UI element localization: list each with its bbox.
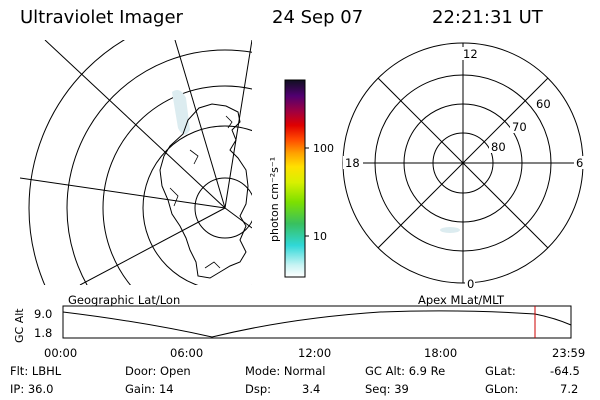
orbit-x-tick-0000: 00:00 — [44, 346, 77, 360]
polar-aurora — [440, 227, 460, 233]
door-info: Door: Open — [125, 364, 191, 378]
glon-value: 7.2 — [560, 382, 579, 396]
mlt-label-12: 12 — [463, 47, 478, 61]
mlt-label-0: 0 — [467, 277, 474, 291]
orbit-x-tick-0600: 06:00 — [170, 346, 203, 360]
gain-info: Gain: 14 — [125, 382, 174, 396]
colorbar-gradient — [284, 79, 306, 278]
colorbar-tick-label-10: 10 — [313, 230, 327, 243]
orbit-x-tick-1800: 18:00 — [424, 346, 457, 360]
mlt-label-6: 6 — [576, 156, 583, 170]
mlat-label-80: 80 — [491, 140, 506, 154]
mode-info: Mode: Normal — [245, 364, 326, 378]
image-time: 22:21:31 UT — [432, 7, 543, 28]
geo-meridian — [79, 207, 226, 285]
gc-alt-info: GC Alt: 6.9 Re — [365, 364, 446, 378]
geographic-map — [20, 40, 252, 285]
seq-info: Seq: 39 — [365, 382, 409, 396]
geo-lat-circle — [66, 49, 252, 285]
image-date: 24 Sep 07 — [272, 7, 364, 28]
polar-plot — [342, 42, 584, 284]
orbit-panel: Geographic Lat/Lon Apex MLat/MLT GC Alt … — [13, 293, 585, 360]
polar-spoke — [377, 77, 549, 249]
continent-detail — [169, 115, 233, 269]
geo-meridian — [44, 40, 226, 209]
mlt-label-18: 18 — [345, 156, 360, 170]
orbit-x-tick-2359: 23:59 — [552, 346, 585, 360]
glat-value: -64.5 — [550, 364, 580, 378]
glat-label: GLat: — [485, 364, 516, 378]
geo-meridian — [20, 177, 226, 209]
orbit-right-label: Apex MLat/MLT — [418, 293, 505, 307]
filter-info: Flt: LBHL — [10, 364, 62, 378]
orbit-plot-frame — [62, 305, 572, 339]
colorbar-unit-label: photon cm⁻²s⁻¹ — [268, 157, 281, 242]
orbit-y-tick-low: 1.8 — [34, 326, 52, 340]
mlat-label-60: 60 — [536, 97, 551, 111]
colorbar-tick-label-100: 100 — [313, 142, 334, 155]
dsp-label: Dsp: — [245, 382, 272, 396]
geo-meridian — [174, 40, 226, 209]
aurora-emission — [172, 90, 190, 135]
mlat-label-70: 70 — [512, 120, 527, 134]
orbit-x-tick-1200: 12:00 — [298, 346, 331, 360]
geo-lat-circle — [28, 40, 126, 285]
colorbar: 100 10 photon cm⁻²s⁻¹ — [268, 79, 334, 278]
orbit-y-axis-label: GC Alt — [13, 308, 26, 343]
ip-info: IP: 36.0 — [10, 382, 54, 396]
orbit-y-tick-high: 9.0 — [34, 307, 52, 321]
geo-lat-circle — [194, 177, 252, 239]
orbit-left-label: Geographic Lat/Lon — [68, 293, 180, 307]
dsp-value: 3.4 — [302, 382, 321, 396]
instrument-title: Ultraviolet Imager — [20, 7, 183, 28]
geo-lat-circle — [142, 125, 252, 285]
geo-meridian — [224, 207, 252, 229]
orbit-altitude-curve — [62, 310, 572, 338]
continent-outline — [159, 103, 249, 279]
glon-label: GLon: — [485, 382, 519, 396]
geo-lat-circle — [102, 85, 252, 285]
